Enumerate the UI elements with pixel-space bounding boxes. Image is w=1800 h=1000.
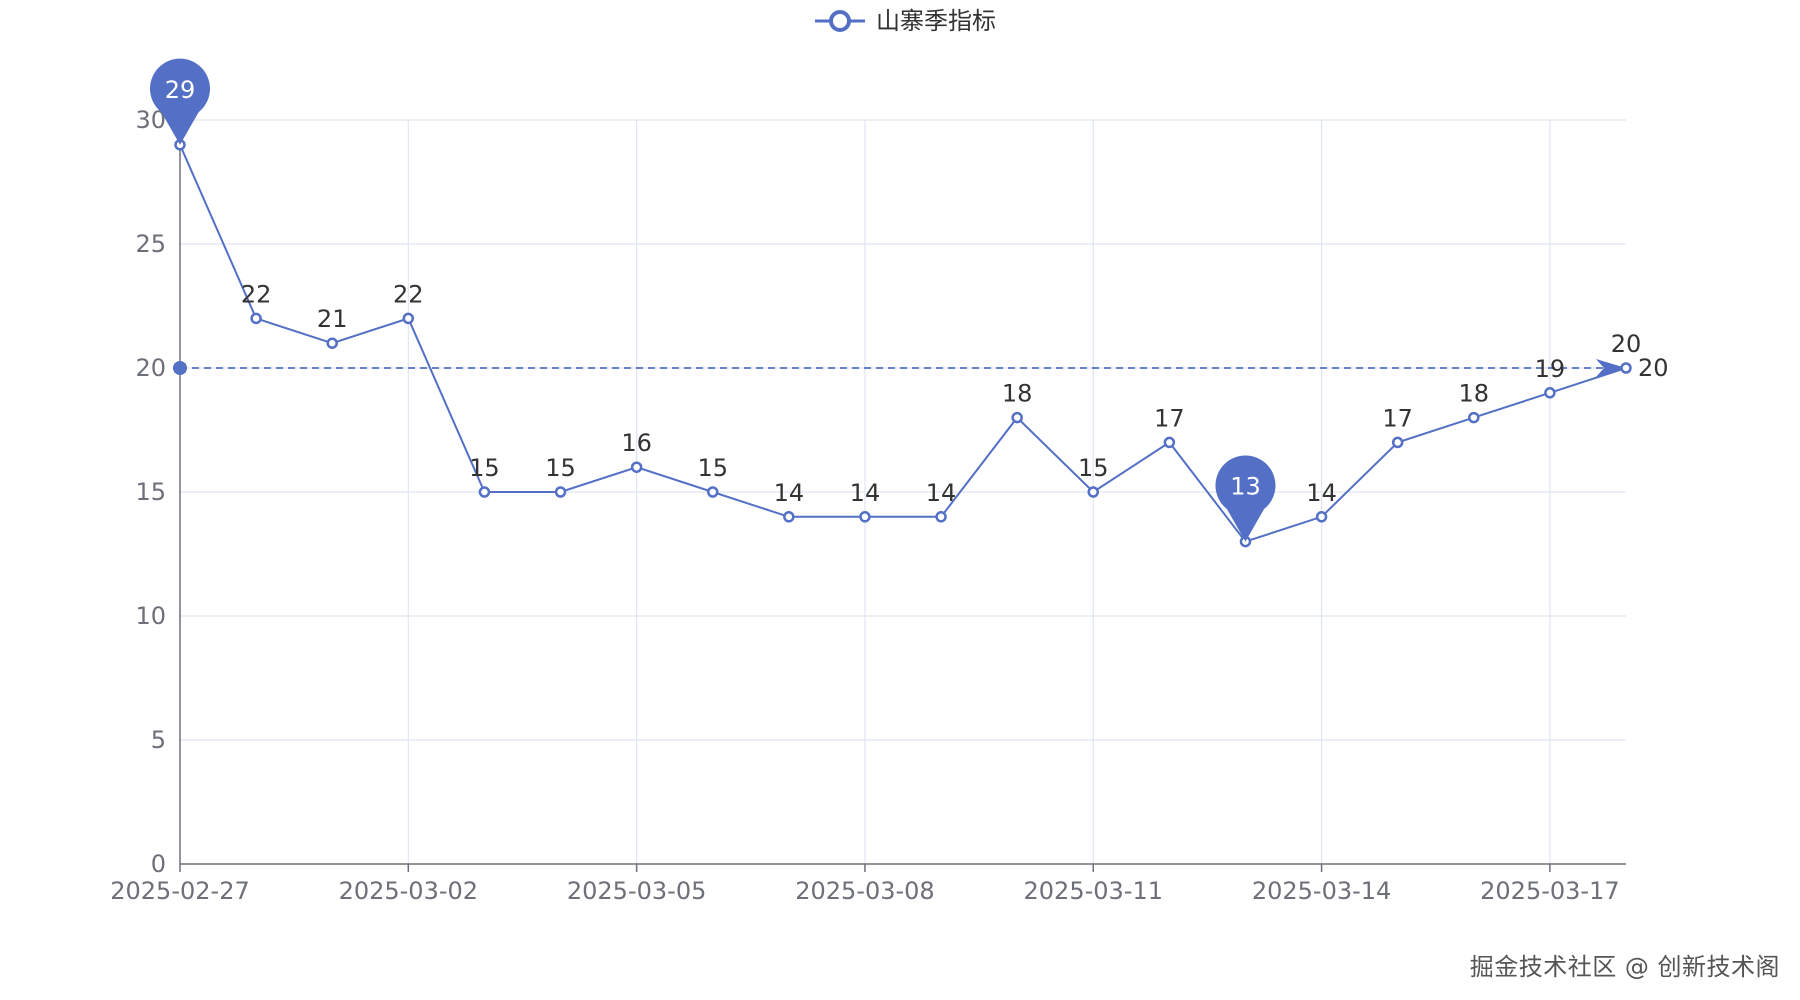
x-tick-label: 2025-03-02 (339, 877, 478, 905)
mark-line-label: 20 (1638, 354, 1669, 382)
data-label: 14 (774, 479, 805, 507)
mark-points: 29 13 (150, 58, 1276, 542)
data-point (554, 486, 567, 498)
data-point (250, 312, 262, 325)
y-tick-label: 10 (135, 602, 166, 630)
series-line (174, 139, 1632, 548)
legend-label: 山寨季指标 (876, 7, 996, 35)
x-tick-label: 2025-03-05 (567, 877, 706, 905)
data-point (1011, 411, 1023, 424)
data-point (1087, 486, 1100, 498)
legend-marker (829, 10, 851, 32)
series-line (179, 144, 1627, 543)
data-point (326, 337, 338, 349)
mark-point-max: 29 (150, 58, 210, 145)
data-label: 15 (697, 454, 728, 482)
data-label: 17 (1154, 404, 1185, 432)
data-label: 17 (1382, 404, 1413, 432)
data-label: 15 (545, 454, 576, 482)
data-point (630, 461, 643, 473)
data-label: 18 (1002, 380, 1033, 408)
data-point (1391, 436, 1404, 449)
mark-point-pin (1215, 455, 1276, 542)
data-point (478, 486, 491, 498)
data-point (1544, 387, 1556, 399)
x-tick-label: 2025-02-27 (110, 877, 249, 905)
mark-line-arrow (1596, 359, 1626, 377)
data-label: 21 (317, 305, 348, 333)
y-tick-label: 0 (151, 850, 166, 878)
data-point (783, 511, 795, 523)
data-label: 14 (1306, 479, 1337, 507)
data-point (935, 511, 947, 523)
data-point (1315, 511, 1328, 523)
data-label: 16 (621, 429, 652, 457)
mark-point-pin (150, 58, 210, 145)
data-point (1163, 436, 1176, 449)
mark-point-min: 13 (1215, 455, 1276, 542)
data-label: 15 (469, 454, 500, 482)
data-label: 14 (850, 479, 881, 507)
y-tick-label: 25 (135, 230, 166, 258)
data-label: 20 (1611, 330, 1642, 358)
x-tick-label: 2025-03-14 (1252, 877, 1391, 905)
watermark: 掘金技术社区 @ 创新技术阁 (1469, 953, 1780, 981)
mark-line-start-dot (173, 361, 187, 375)
grid-lines (180, 119, 1626, 864)
data-point (859, 511, 871, 523)
data-label: 18 (1459, 380, 1490, 408)
data-point (402, 312, 415, 325)
x-tick-label: 2025-03-11 (1024, 877, 1163, 905)
data-label: 14 (926, 479, 957, 507)
y-tick-label: 15 (135, 478, 166, 506)
mark-point-label: 29 (165, 76, 196, 104)
x-tick-label: 2025-03-17 (1480, 877, 1619, 905)
data-point (1620, 362, 1632, 374)
average-mark-line: 20 (173, 354, 1669, 382)
data-label: 22 (393, 280, 424, 308)
legend[interactable]: 山寨季指标 (815, 7, 996, 35)
data-label: 22 (241, 280, 272, 308)
mark-point-label: 13 (1230, 473, 1261, 501)
data-point (706, 486, 719, 498)
y-tick-label: 5 (151, 726, 166, 754)
y-tick-label: 20 (135, 354, 166, 382)
x-tick-label: 2025-03-08 (795, 877, 934, 905)
data-point (1468, 411, 1480, 424)
data-labels: 22 21 22 15 15 16 15 14 14 14 18 15 17 14 17 18 19 20 (241, 280, 1641, 506)
data-label: 15 (1078, 454, 1109, 482)
data-label: 19 (1535, 355, 1566, 383)
